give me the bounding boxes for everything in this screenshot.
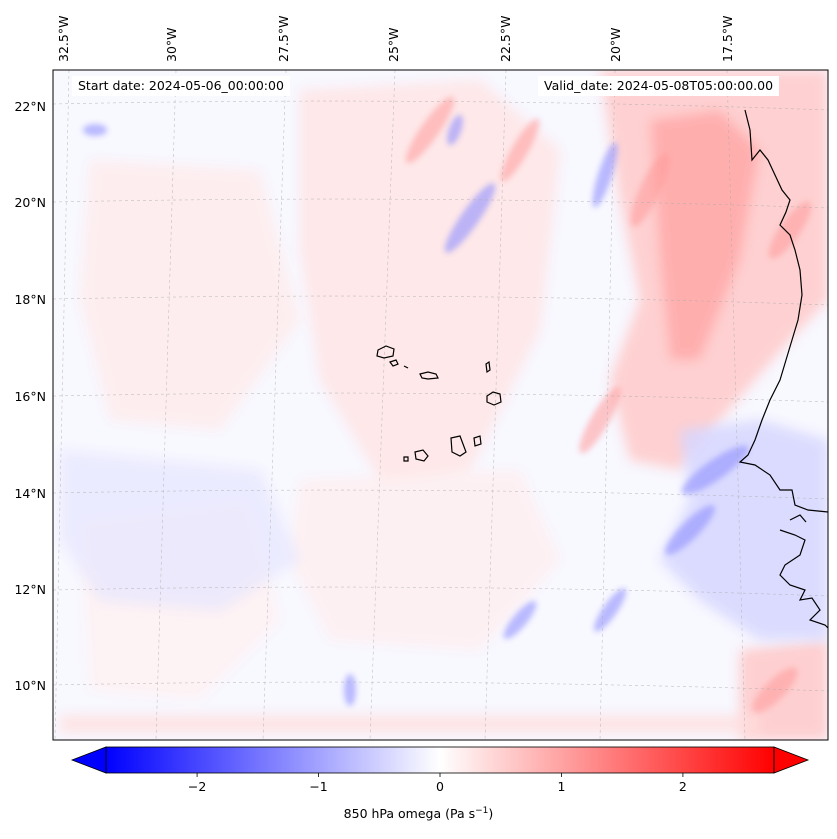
map-frame	[52, 69, 829, 741]
positive-omega-streaks	[405, 96, 812, 713]
cape-verde-islands	[376, 345, 502, 462]
graticule	[53, 70, 828, 740]
lat-label: 20°N	[14, 195, 46, 210]
valid-date-label: Valid_date: 2024-05-08T05:00:00.00	[538, 76, 780, 96]
lat-label: 22°N	[14, 99, 46, 114]
colorbar-tick-label: 1	[557, 779, 565, 794]
lon-label: 25°W	[386, 27, 401, 62]
lat-label: 16°N	[14, 389, 46, 404]
colorbar-extend-max	[773, 746, 810, 774]
lat-label: 14°N	[14, 486, 46, 501]
lon-label: 20°W	[608, 27, 623, 62]
colorbar-tick-label: −1	[309, 779, 327, 794]
colorbar-tick-label: 2	[679, 779, 687, 794]
colorbar-gradient	[106, 747, 774, 773]
lon-label: 27.5°W	[276, 16, 291, 62]
latitude-labels: 22°N 20°N 18°N 16°N 14°N 12°N 10°N	[14, 99, 46, 693]
colorbar-units: Pa s	[450, 806, 476, 822]
lon-label: 32.5°W	[56, 16, 71, 62]
start-date-label: Start date: 2024-05-06_00:00:00	[72, 76, 290, 96]
colorbar-extend-min	[70, 746, 107, 774]
negative-omega-regions	[60, 420, 828, 640]
colorbar-tick-label: −2	[188, 779, 206, 794]
colorbar: −2 −1 0 1 2	[70, 746, 810, 794]
omega-field-map	[53, 70, 828, 740]
colorbar-variable: 850 hPa omega	[343, 806, 442, 822]
colorbar-title: 850 hPa omega (Pa s−1)	[343, 806, 494, 822]
colorbar-units-exponent: −1	[475, 806, 489, 816]
lat-label: 18°N	[14, 292, 46, 307]
colorbar-ticks: −2 −1 0 1 2	[188, 773, 687, 794]
colorbar-tick-label: 0	[436, 779, 444, 794]
lat-label: 12°N	[14, 582, 46, 597]
longitude-labels: 32.5°W 30°W 27.5°W 25°W 22.5°W 20°W 17.5…	[56, 16, 735, 62]
lon-label: 22.5°W	[498, 16, 513, 62]
lon-label: 17.5°W	[720, 16, 735, 62]
africa-coastline	[738, 109, 828, 629]
lon-label: 30°W	[164, 27, 179, 62]
lat-label: 10°N	[14, 678, 46, 693]
